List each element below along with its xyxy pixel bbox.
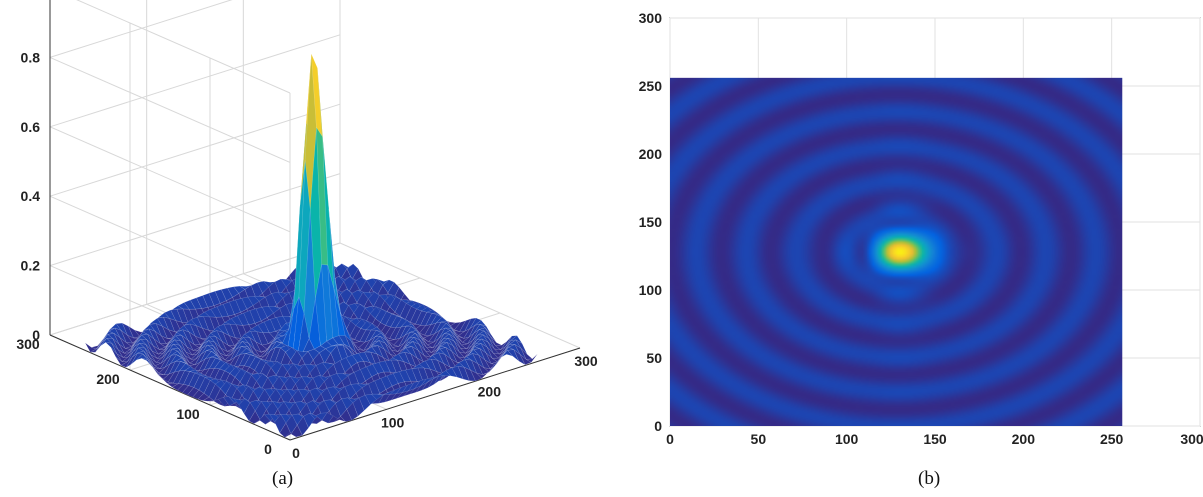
- surface-facet: [505, 335, 518, 347]
- y-tick-label: 0: [654, 418, 662, 434]
- heatmap-tick-labels: 0 50 100 150 200 250 300 0 50 100 150 200 250 300: [639, 10, 1203, 447]
- x-tick-label: 50: [751, 431, 767, 447]
- caption-b: (b): [918, 468, 941, 489]
- surface-facet: [525, 353, 538, 363]
- z-tick-label: 0.8: [21, 49, 41, 65]
- y-tick-label: 200: [639, 146, 663, 162]
- y-tick-label: 100: [176, 406, 200, 422]
- x-tick-label: 100: [381, 414, 405, 430]
- z-tick-label: 0.2: [21, 258, 41, 274]
- surface-plot-a: 00.20.40.60.8101002003000100200300: [16, 0, 598, 461]
- x-tick-label: 0: [666, 431, 674, 447]
- x-tick-label: 100: [835, 431, 859, 447]
- x-tick-label: 300: [574, 353, 598, 369]
- surface-facet: [341, 263, 354, 269]
- x-tick-label: 200: [1012, 431, 1036, 447]
- y-tick-label: 300: [639, 10, 663, 26]
- heatmap-image: [670, 77, 1123, 426]
- y-tick-label: 100: [639, 282, 663, 298]
- surface-tick-labels: 00.20.40.60.8101002003000100200300: [16, 49, 598, 461]
- surface-facet: [474, 319, 487, 327]
- x-tick-label: 250: [1100, 431, 1124, 447]
- x-tick-label: 300: [1180, 431, 1203, 447]
- heatmap-plot-b: 0 50 100 150 200 250 300 0 50 100 150 200 250 300: [639, 10, 1203, 447]
- surface-mesh: [85, 53, 538, 438]
- surface-facet: [454, 320, 467, 332]
- y-tick-label: 200: [96, 371, 120, 387]
- caption-a: (a): [272, 468, 294, 489]
- x-tick-label: 200: [478, 384, 502, 400]
- x-tick-label: 0: [292, 445, 300, 461]
- x-tick-label: 150: [923, 431, 947, 447]
- surface-facet: [382, 279, 395, 294]
- z-tick-label: 0.6: [21, 119, 41, 135]
- y-tick-label: 300: [16, 336, 40, 352]
- z-tick-label: 0: [32, 327, 40, 343]
- y-tick-label: 0: [264, 441, 272, 457]
- z-tick-label: 0.4: [21, 188, 41, 204]
- y-tick-label: 250: [639, 78, 663, 94]
- y-tick-label: 50: [646, 350, 662, 366]
- y-tick-label: 150: [639, 214, 663, 230]
